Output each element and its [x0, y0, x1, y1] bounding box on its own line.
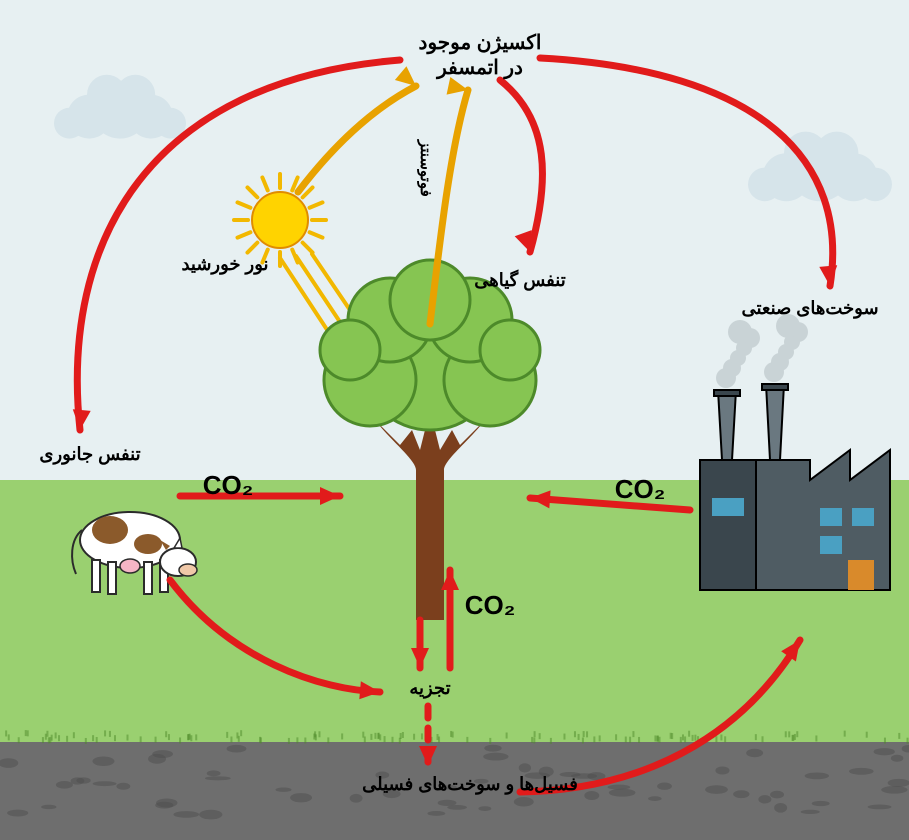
- label-industrial-fuels: سوخت‌های صنعتی: [720, 298, 900, 319]
- label-plant-respiration: تنفس گیاهی: [440, 270, 600, 291]
- label-atmosphere-oxygen: اکسیژن موجود در اتمسفر: [380, 30, 580, 80]
- label-co2-left: CO₂: [188, 470, 268, 501]
- label-decomposition: تجزیه: [380, 678, 480, 699]
- label-photosynthesis: فوتوسنتز: [408, 140, 434, 197]
- label-animal-respiration: تنفس جانوری: [20, 444, 160, 465]
- label-sunlight: نور خورشید: [160, 254, 290, 275]
- label-co2-right: CO₂: [600, 474, 680, 505]
- label-co2-bottom: CO₂: [450, 590, 530, 621]
- oxygen-cycle-diagram: [0, 0, 909, 840]
- label-fossils: فسیل‌ها و سوخت‌های فسیلی: [340, 774, 600, 795]
